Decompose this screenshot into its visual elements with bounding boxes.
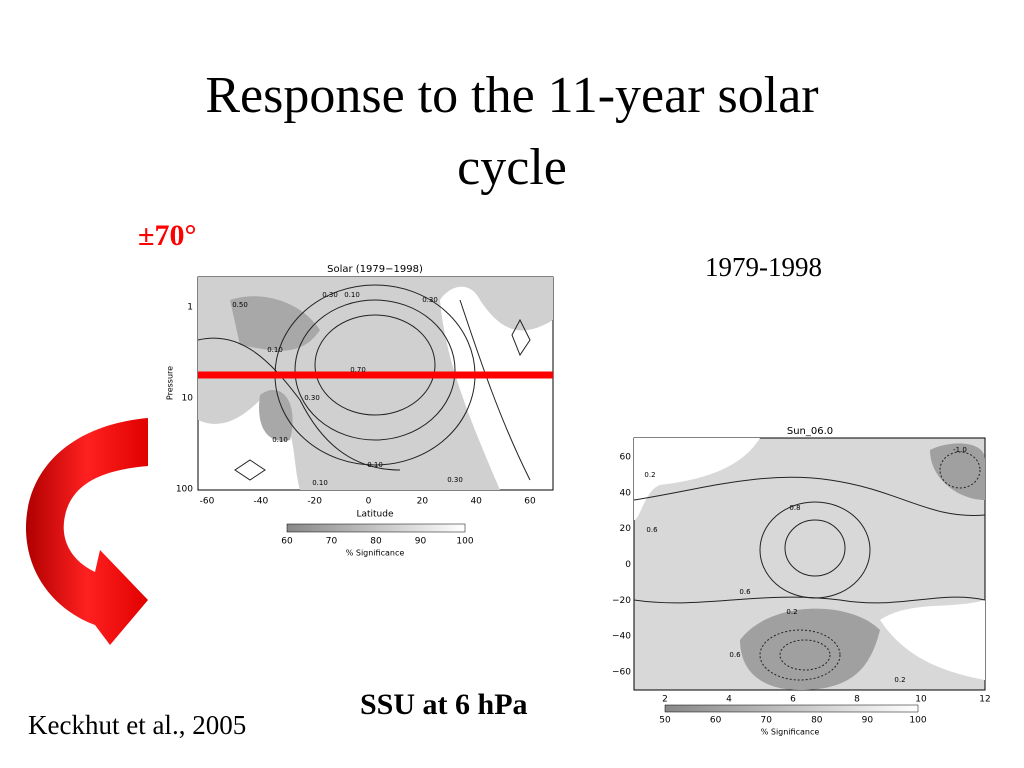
y-tick-label: −60 (612, 668, 631, 678)
contour-label: 0.10 (367, 461, 383, 469)
plot-title: Solar (1979−1998) (327, 264, 423, 275)
y-label: Pressure (166, 366, 175, 400)
significance-label: % Significance (346, 549, 405, 558)
y-tick-label: 40 (620, 488, 632, 498)
significance-tick-label: 90 (415, 537, 427, 547)
contour-label: 0.10 (312, 479, 328, 487)
contour-label: 0.2 (644, 471, 655, 479)
x-tick-label: 0 (366, 497, 372, 507)
x-tick-label: -40 (253, 497, 268, 507)
significance-tick-label: 80 (370, 537, 382, 547)
contour-label: 0.70 (350, 366, 366, 374)
significance-tick-label: 70 (760, 716, 772, 726)
significance-tick-label: 80 (811, 716, 823, 726)
y-tick-label: −40 (612, 632, 631, 642)
significance-tick-label: 60 (710, 716, 722, 726)
arrow (25, 418, 148, 645)
x-tick-label: 12 (979, 695, 990, 705)
x-tick-label: -20 (307, 497, 322, 507)
x-tick-label: 40 (470, 497, 482, 507)
contour-label: 0.30 (304, 394, 320, 402)
contour-label: 0.10 (272, 436, 288, 444)
y-tick-label: 60 (620, 453, 632, 463)
shaded-area (230, 296, 320, 441)
contour-label: 0.6 (646, 526, 658, 534)
contour-label: 0.2 (786, 608, 797, 616)
period: 1979-1998 (705, 252, 822, 282)
contour-label: 0.10 (344, 291, 360, 299)
x-tick-label: 4 (726, 695, 732, 705)
y-tick-label: −20 (612, 596, 631, 606)
contour-label: 0.50 (232, 301, 248, 309)
x-tick-label: 10 (915, 695, 927, 705)
left-plot: Solar (1979−1998) Pressure Latitude % Si… (166, 264, 554, 558)
contour-label: 0.30 (322, 291, 338, 299)
contour-label: 0.2 (894, 676, 905, 684)
significance-tick-label: 60 (281, 537, 293, 547)
x-tick-label: 2 (662, 695, 668, 705)
contour-label: 0.30 (447, 476, 463, 484)
contour-label: 0.6 (729, 651, 741, 659)
contour-label: 0.8 (789, 504, 800, 512)
significance-label: % Significance (761, 728, 820, 737)
plot-title: Sun_06.0 (787, 426, 833, 437)
source: Keckhut et al., 2005 (28, 710, 246, 740)
y-tick-label: 10 (182, 394, 194, 404)
significance-tick-label: 100 (909, 716, 926, 726)
contour-label: -1.0 (953, 446, 967, 454)
x-tick-label: 60 (524, 497, 536, 507)
instrument: SSU at 6 hPa (360, 688, 528, 721)
contour-label: 0.30 (422, 296, 438, 304)
x-tick-label: 8 (854, 695, 860, 705)
x-label: Latitude (356, 510, 394, 520)
significance-tick-label: 70 (326, 537, 338, 547)
title-line: cycle (457, 139, 567, 196)
x-tick-label: -60 (200, 497, 215, 507)
significance-tick-label: 50 (659, 716, 671, 726)
y-tick-label: 100 (176, 485, 193, 495)
title-line: Response to the 11-year solar (205, 67, 818, 124)
right-plot: Sun_06.0 % Significance (633, 426, 986, 737)
x-tick-label: 6 (790, 695, 796, 705)
y-tick-label: 20 (620, 524, 632, 534)
y-tick-label: 1 (187, 303, 193, 313)
x-tick-label: 20 (417, 497, 429, 507)
latitude-band: ±70° (138, 219, 196, 252)
significance-tick-label: 100 (456, 537, 473, 547)
contour-label: 0.6 (739, 588, 751, 596)
significance-tick-label: 90 (862, 716, 874, 726)
contour-label: 0.10 (267, 346, 283, 354)
y-tick-label: 0 (625, 560, 631, 570)
